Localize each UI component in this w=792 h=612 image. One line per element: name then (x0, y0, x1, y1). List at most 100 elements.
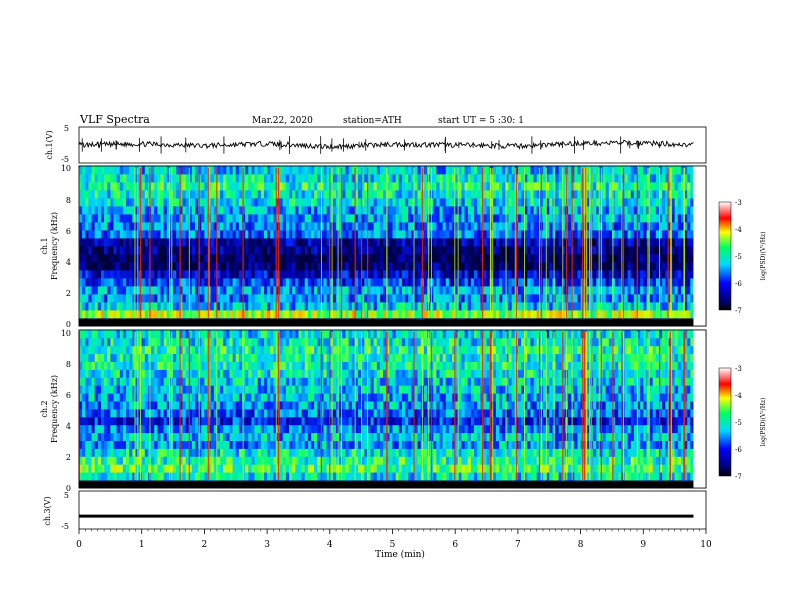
spectrogram-cell (185, 353, 190, 362)
spectrogram-cell (499, 190, 503, 199)
spectrogram-cell (323, 270, 328, 279)
spectrogram-cell (132, 222, 136, 231)
spectrogram-cell (492, 254, 497, 263)
spectrogram-cell (166, 262, 171, 271)
spectrogram-cell (611, 294, 616, 303)
spectrogram-cell (213, 310, 218, 319)
spectrogram-cell (637, 174, 641, 183)
spectrogram-cell (633, 198, 638, 207)
spectrogram-cell (160, 230, 165, 239)
spectrogram-cell (204, 345, 208, 355)
spectrogram-cell (323, 214, 328, 223)
spectrogram-cell (405, 310, 409, 319)
spectrogram-cell (100, 330, 105, 339)
spectrogram-cell (238, 238, 243, 247)
spectrogram-cell (442, 238, 447, 247)
spectrogram-cell (640, 214, 644, 223)
spectrogram-cell (82, 409, 86, 418)
spectrogram-cell (445, 270, 450, 279)
spectrogram-cell (82, 472, 86, 481)
spectrogram-cell (542, 198, 547, 207)
spectrogram-cell (408, 190, 412, 199)
spectrogram-cell (151, 464, 155, 473)
spectrogram-cell (624, 214, 629, 223)
spectrogram-cell (185, 294, 190, 303)
spectrogram-cell (279, 246, 284, 255)
spectrogram-cell (417, 190, 422, 199)
spectrogram-cell (166, 286, 171, 295)
spectrogram-cell (320, 190, 324, 199)
spectrogram-cell (160, 361, 165, 370)
spectrogram-cell (298, 182, 302, 191)
spectrogram-cell (263, 294, 268, 303)
spectrogram-cell (687, 190, 691, 199)
spectrogram-cell (495, 238, 500, 247)
spectrogram-cell (596, 174, 600, 183)
spectrogram-cell (163, 440, 168, 449)
spectrogram-cell (568, 198, 572, 207)
spectrogram-cell (82, 424, 86, 434)
spectrogram-cell (173, 302, 177, 311)
spectrogram-cell (652, 262, 657, 271)
spectrogram-cell (684, 238, 688, 247)
spectrogram-cell (91, 456, 96, 465)
spectrogram-cell (524, 182, 528, 191)
spectrogram-cell (166, 174, 171, 183)
spectrogram-cell (533, 302, 538, 311)
spectrogram-cell (392, 182, 397, 191)
spectrogram-cell (310, 302, 315, 311)
spectrogram-cell (452, 206, 456, 215)
spectrogram-cell (671, 286, 676, 295)
spectrogram-cell (248, 278, 252, 287)
spectrogram-cell (332, 222, 337, 231)
spectrogram-cell (204, 182, 208, 191)
spectrogram-cell (260, 198, 265, 207)
spectrogram-cell (690, 254, 694, 263)
spectrogram-cell (204, 198, 208, 207)
spectrogram-cell (637, 198, 641, 207)
spectrogram-cell (144, 377, 149, 386)
spectrogram-cell (568, 174, 572, 183)
spectrogram-cell (345, 254, 350, 263)
spectrogram-cell (216, 262, 221, 271)
spectrogram-cell (113, 294, 118, 303)
spectrogram-cell (458, 214, 462, 223)
spectrogram-cell (649, 166, 654, 175)
spectrogram-cell (135, 440, 139, 449)
spectrogram-cell (107, 222, 111, 231)
spectrogram-cell (248, 310, 252, 319)
spectrogram-cell (358, 254, 362, 263)
spectrogram-cell (461, 302, 466, 311)
spectrogram-cell (107, 424, 111, 434)
spectrogram-cell (627, 198, 632, 207)
spectrogram-cell (558, 174, 563, 183)
spectrogram-cell (238, 222, 243, 231)
spectrogram-cell (373, 190, 378, 199)
spectrogram-cell (367, 310, 371, 319)
spectrogram-cell (364, 182, 368, 191)
spectrogram-cell (586, 302, 591, 311)
spectrogram-cell (483, 246, 487, 255)
spectrogram-cell (571, 222, 575, 231)
spectrogram-cell (555, 198, 560, 207)
spectrogram-cell (257, 198, 262, 207)
spectrogram-cell (135, 246, 139, 255)
spectrogram-cell (489, 198, 494, 207)
spectrogram-cell (279, 310, 284, 319)
spectrogram-cell (295, 294, 299, 303)
spectrogram-cell (179, 270, 183, 279)
spectrogram-cell (662, 310, 666, 319)
spectrogram-cell (373, 182, 378, 191)
spectrogram-cell (210, 345, 215, 355)
spectrogram-cell (173, 337, 177, 347)
spectrogram-cell (154, 262, 158, 271)
spectrogram-cell (267, 310, 271, 319)
spectrogram-cell (615, 294, 619, 303)
spectrogram-cell (198, 424, 202, 434)
spectrogram-cell (627, 310, 632, 319)
spectrogram-cell (690, 310, 694, 319)
spectrogram-cell (680, 230, 685, 239)
spectrogram-cell (104, 174, 108, 183)
spectrogram-cell (521, 310, 525, 319)
spectrogram-cell (270, 230, 274, 239)
